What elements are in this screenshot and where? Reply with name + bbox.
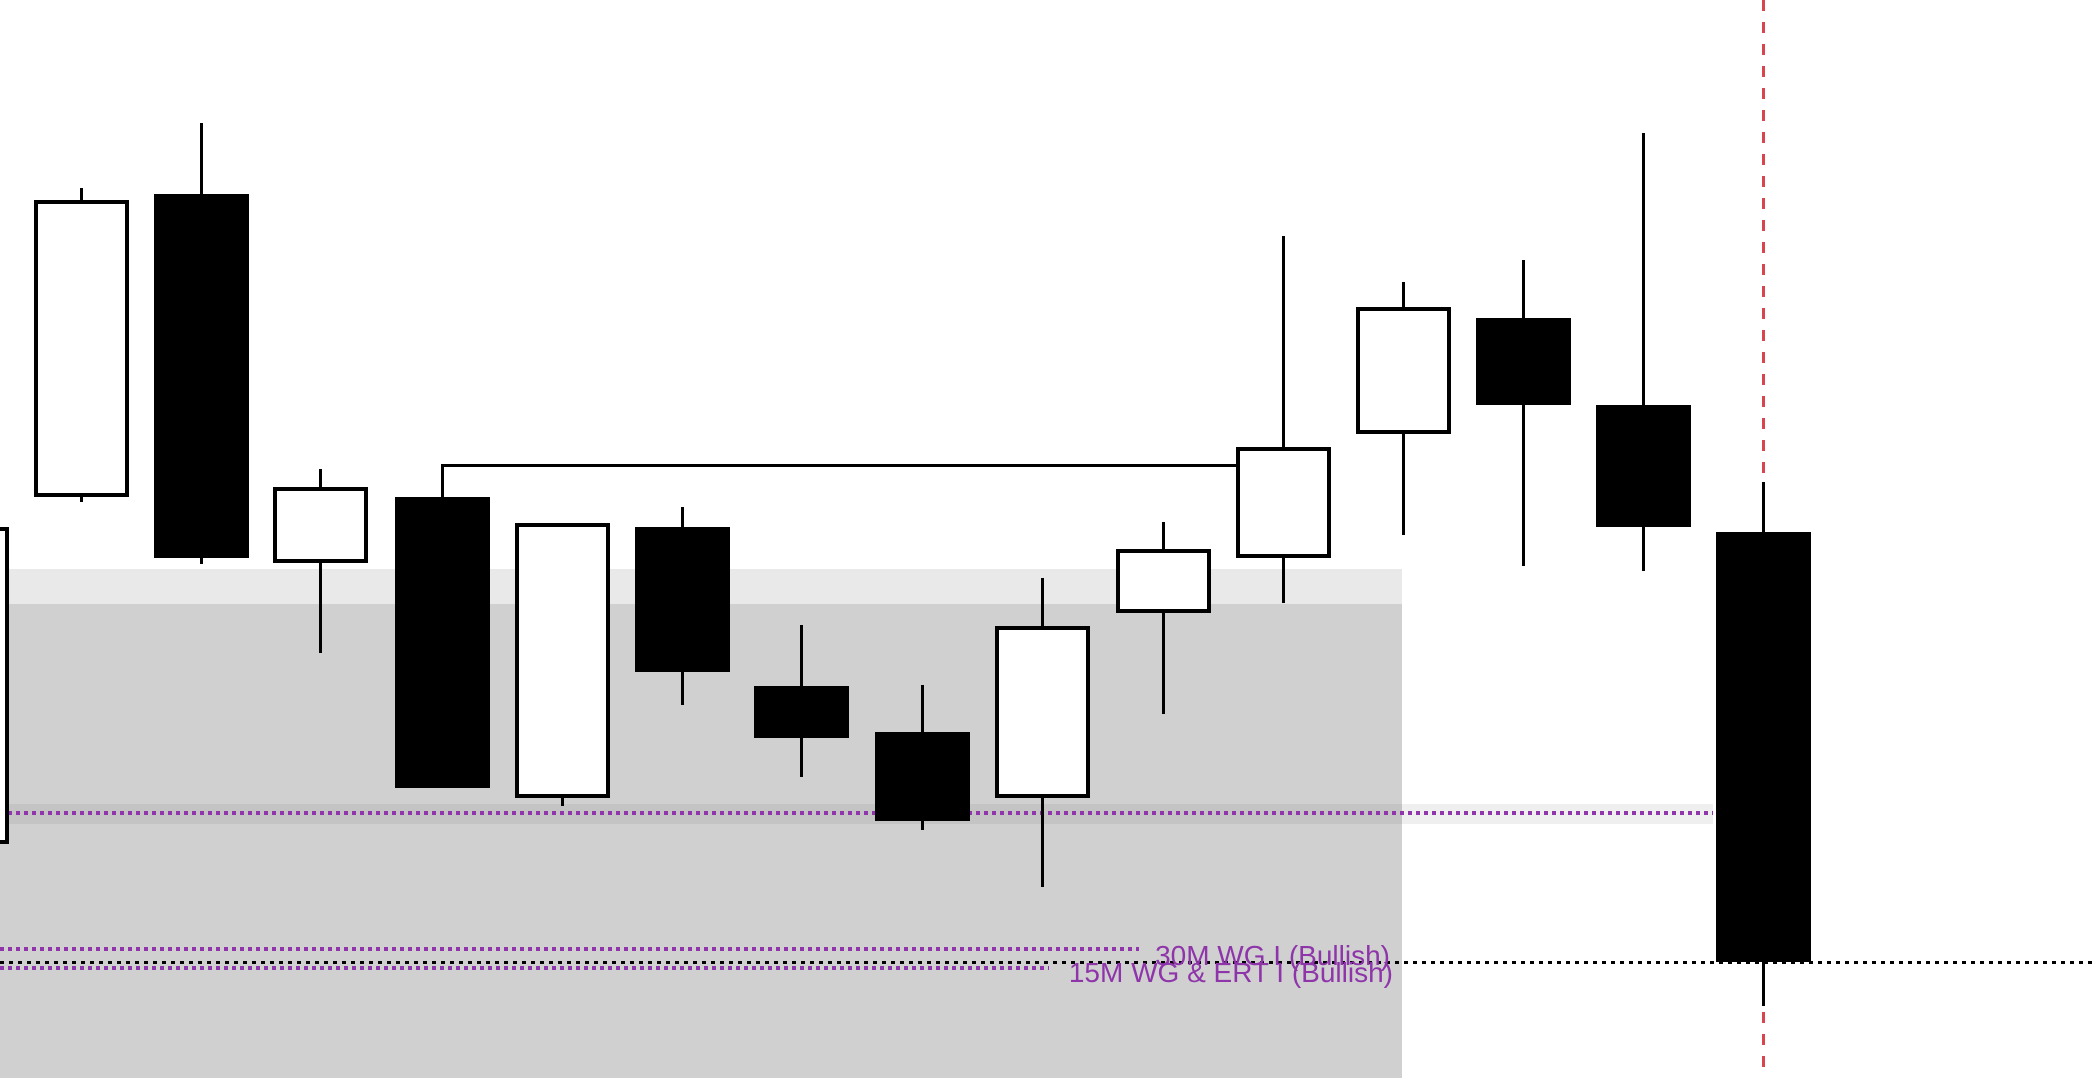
line-label-15m-wg-ert[interactable]: 15M WG & ERT I (Bullish) (1068, 957, 1393, 988)
candle-body-bullish (1235, 447, 1331, 558)
candle-body-bearish (634, 527, 730, 672)
candle-wick (1161, 522, 1165, 714)
candle-body-bearish (1475, 318, 1571, 405)
candle-body-bearish (394, 497, 490, 788)
wg-line-15m[interactable] (0, 966, 1049, 970)
candle-body-bearish (153, 194, 249, 558)
candle-body-bearish (874, 732, 970, 821)
line-label-30m-wg[interactable]: 30M WG I (Bullish) (1155, 940, 1390, 971)
candle-body-bearish (1715, 532, 1811, 962)
demand-zone-inner (0, 604, 1402, 1078)
candle-body-bullish (33, 200, 129, 497)
candle-body-bullish (514, 523, 610, 798)
candle-body-bullish (272, 487, 368, 563)
candle-body-bullish (0, 527, 9, 844)
structure-line[interactable] (441, 463, 1236, 467)
wg-line-mid[interactable] (0, 811, 1713, 815)
candle-body-bearish (1595, 405, 1691, 527)
candle-wick (1521, 260, 1525, 566)
candle-body-bearish (753, 686, 849, 738)
entry-dotted-line[interactable] (0, 960, 2092, 964)
candle-body-bullish (1355, 307, 1451, 434)
candle-body-bullish (1115, 549, 1211, 613)
candle-wick (1641, 133, 1645, 571)
wg-line-30m[interactable] (0, 947, 1139, 951)
candle-body-bullish (994, 626, 1090, 798)
candle-wick (1281, 236, 1285, 603)
